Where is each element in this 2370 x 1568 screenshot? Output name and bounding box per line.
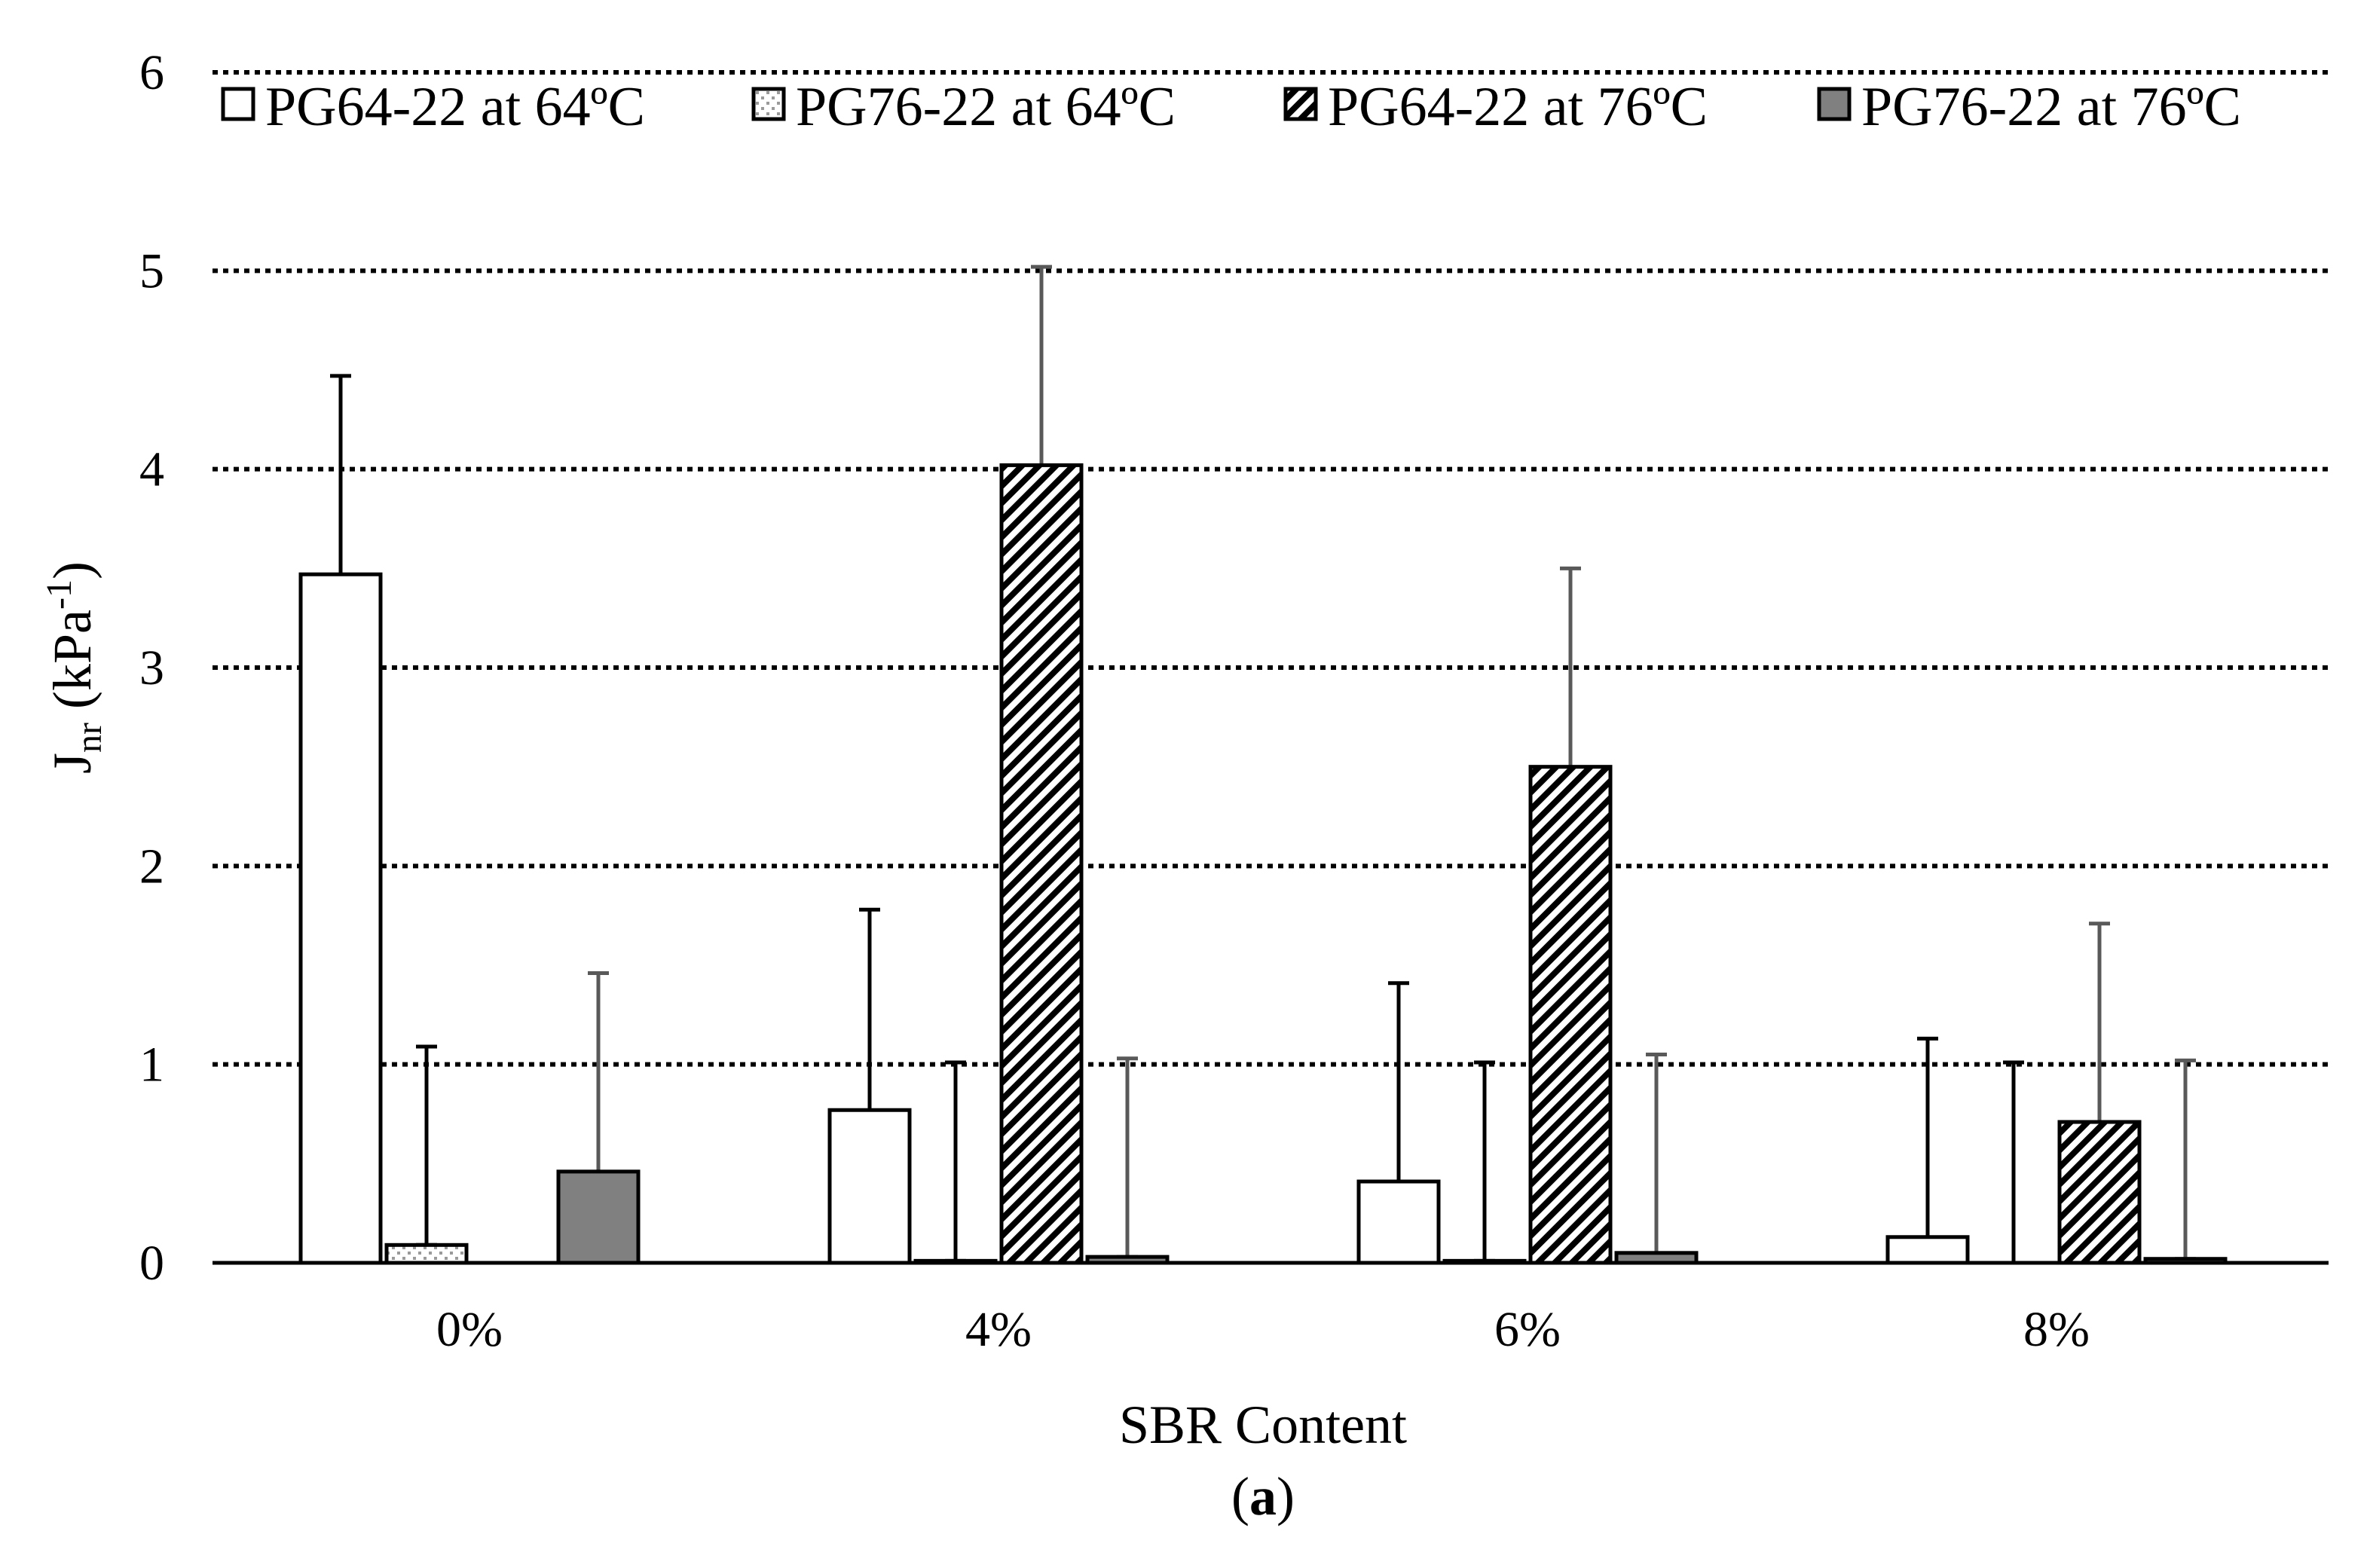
x-tick-label-3: 8% [2023, 1302, 2090, 1357]
legend-label: PG76-22 at 76ºC [1861, 76, 2241, 138]
caption-close: ) [1277, 1466, 1295, 1527]
x-tick-label-0: 0% [436, 1302, 503, 1357]
x-tick-label-1: 4% [965, 1302, 1032, 1357]
y-axis-title-unit: (kPa [42, 610, 102, 723]
error-bar-s0-c3 [1917, 1036, 1938, 1246]
x-axis-ticks: 0% 4% 6% 8% [436, 1302, 2090, 1357]
y-axis-title-sub: nr [69, 723, 109, 753]
legend-item-2: PG64-22 at 76ºC [1283, 76, 1708, 138]
y-tick-label-5: 5 [139, 243, 164, 298]
y-axis-title-base: J [42, 753, 102, 774]
figure-caption: (a) [1231, 1466, 1295, 1527]
error-bar-s1-c1 [945, 1060, 966, 1263]
error-bar-s3-c0 [588, 971, 609, 1184]
legend-swatch [221, 87, 255, 121]
y-tick-label-1: 1 [139, 1038, 164, 1093]
y-axis-title: Jnr (kPa-1) [39, 561, 109, 774]
error-bar-s2-c3 [2089, 922, 2110, 1136]
bar-s2-c1 [999, 463, 1084, 1265]
bar-s1-c0 [384, 1242, 469, 1265]
error-bar-s3-c1 [1117, 1056, 1138, 1259]
gridlines [213, 70, 2329, 1067]
y-tick-label-6: 6 [139, 45, 164, 100]
legend-swatch [1283, 87, 1318, 121]
bar-s0-c2 [1356, 1179, 1441, 1265]
caption-letter: a [1249, 1466, 1277, 1527]
legend-item-0: PG64-22 at 64ºC [221, 76, 645, 138]
legend-label: PG64-22 at 64ºC [265, 76, 645, 138]
y-tick-label-2: 2 [139, 839, 164, 894]
error-bars [330, 264, 2196, 1265]
bars [298, 463, 2228, 1265]
legend-swatch [751, 87, 786, 121]
bar-s0-c0 [298, 572, 383, 1265]
error-bar-s1-c3 [2003, 1060, 2024, 1265]
bar-s2-c2 [1528, 765, 1613, 1265]
bar-s0-c3 [1885, 1235, 1970, 1265]
x-tick-label-2: 6% [1494, 1302, 1561, 1357]
caption-open: ( [1231, 1466, 1249, 1527]
bar-s3-c0 [556, 1169, 641, 1265]
y-tick-label-3: 3 [139, 640, 164, 695]
y-tick-label-4: 4 [139, 442, 164, 497]
x-axis-title: SBR Content [1119, 1395, 1407, 1455]
legend-item-3: PG76-22 at 76ºC [1817, 76, 2241, 138]
legend: PG64-22 at 64ºC PG76-22 at 64ºC PG64-22 at… [221, 76, 2241, 138]
error-bar-s1-c0 [416, 1044, 437, 1247]
error-bar-s3-c2 [1646, 1053, 1667, 1257]
legend-label: PG76-22 at 64ºC [796, 76, 1176, 138]
legend-label: PG64-22 at 76ºC [1328, 76, 1708, 138]
error-bar-s3-c3 [2175, 1058, 2196, 1261]
error-bar-s1-c2 [1474, 1060, 1495, 1263]
y-axis-ticks: 0 1 2 3 4 5 6 [139, 45, 164, 1291]
y-axis-title-close: ) [42, 561, 102, 579]
bar-s0-c1 [827, 1108, 912, 1265]
y-axis-title-sup: -1 [39, 579, 79, 610]
legend-item-1: PG76-22 at 64ºC [751, 76, 1176, 138]
error-bar-s0-c2 [1388, 981, 1409, 1196]
bar-s2-c3 [2057, 1120, 2142, 1265]
y-tick-label-0: 0 [139, 1236, 164, 1291]
legend-swatch [1817, 87, 1852, 121]
